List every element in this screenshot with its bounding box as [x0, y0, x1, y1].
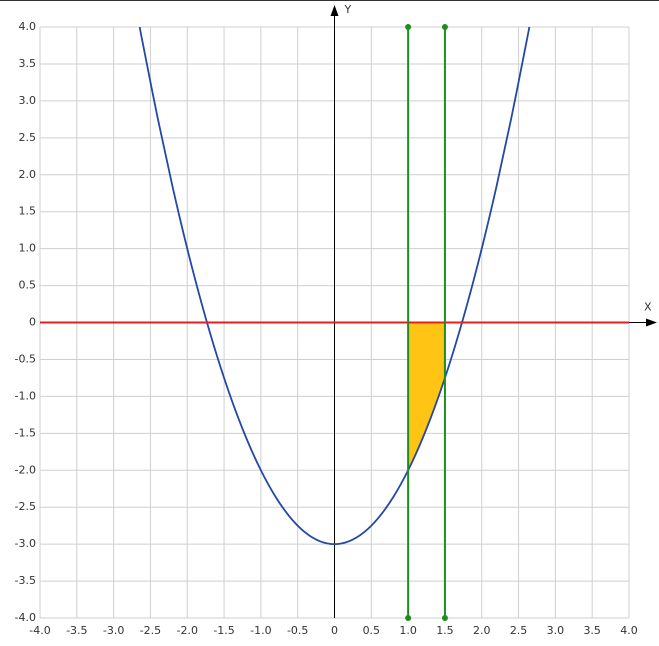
line-endpoint — [441, 24, 448, 30]
x-tick-label: -3.5 — [66, 624, 87, 637]
y-tick-label: -2.5 — [15, 500, 36, 513]
x-tick-label: 3.5 — [583, 624, 601, 637]
y-tick-label: 1.0 — [19, 242, 37, 255]
y-tick-label: 2.5 — [19, 131, 37, 144]
x-tick-label: -2.5 — [140, 624, 161, 637]
x-tick-label: -3.0 — [103, 624, 124, 637]
shaded-area — [408, 322, 445, 471]
x-tick-label: 1.5 — [436, 624, 454, 637]
x-tick-label: -0.5 — [287, 624, 308, 637]
y-tick-label: 4.0 — [19, 20, 37, 33]
y-tick-label: -3.0 — [15, 537, 36, 550]
x-tick-label: -1.5 — [213, 624, 234, 637]
x-tick-label: -1.0 — [250, 624, 271, 637]
y-tick-label: -1.0 — [15, 389, 36, 402]
plot-area — [138, 27, 531, 546]
x-tick-label: -4.0 — [29, 624, 50, 637]
y-axis-arrow — [330, 5, 339, 16]
function-curve — [138, 27, 531, 546]
line-endpoint — [405, 24, 412, 30]
x-tick-label: 0 — [331, 624, 338, 637]
y-tick-label: 3.0 — [19, 94, 37, 107]
y-tick-label: 0.5 — [19, 279, 37, 292]
y-tick-label: 1.5 — [19, 205, 37, 218]
x-tick-label: 2.0 — [473, 624, 491, 637]
y-tick-label: -2.0 — [15, 463, 36, 476]
x-tick-label: 4.0 — [620, 624, 638, 637]
y-tick-label: -4.0 — [15, 611, 36, 624]
y-axis-label: Y — [344, 3, 352, 16]
y-tick-label: 0 — [29, 316, 36, 329]
y-tick-label: -3.5 — [15, 574, 36, 587]
y-tick-label: 3.5 — [19, 57, 37, 70]
x-tick-label: -2.0 — [177, 624, 198, 637]
x-axis-label: X — [644, 301, 652, 314]
x-tick-label: 0.5 — [363, 624, 381, 637]
line-endpoint — [405, 615, 412, 621]
y-tick-label: 2.0 — [19, 168, 37, 181]
x-tick-label: 1.0 — [399, 624, 417, 637]
y-tick-label: -0.5 — [15, 352, 36, 365]
line-endpoint — [441, 615, 448, 621]
x-axis-arrow — [646, 318, 657, 327]
y-tick-label: -1.5 — [15, 426, 36, 439]
x-tick-label: 3.0 — [547, 624, 565, 637]
x-tick-label: 2.5 — [510, 624, 528, 637]
